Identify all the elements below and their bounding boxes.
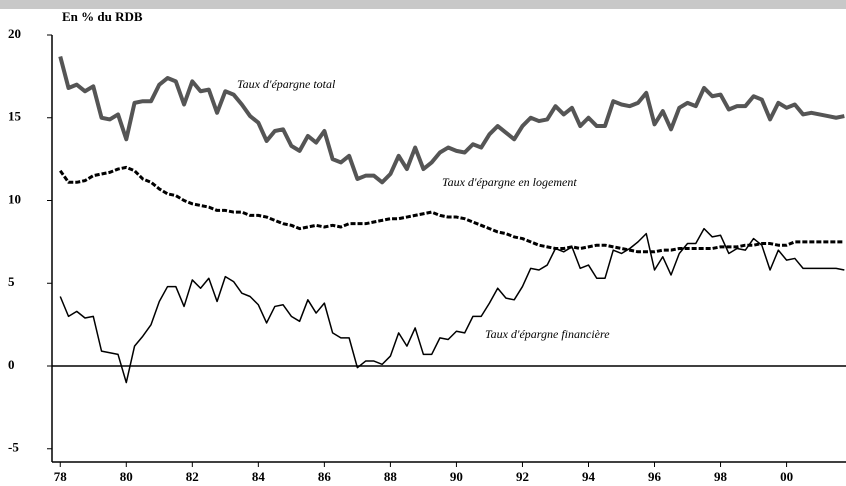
series-annotation: Taux d'épargne en logement [442, 175, 577, 189]
x-tick-label: 98 [714, 469, 728, 484]
y-tick-label: -5 [8, 440, 19, 455]
x-tick-label: 00 [780, 469, 793, 484]
series-line [59, 227, 845, 384]
x-tick-label: 88 [384, 469, 398, 484]
y-axis-label: En % du RDB [62, 9, 143, 24]
series-line [58, 56, 845, 185]
series-annotation: Taux d'épargne financière [485, 327, 610, 341]
x-tick-label: 96 [648, 469, 662, 484]
y-tick-label: 0 [8, 357, 15, 372]
x-tick-label: 84 [252, 469, 266, 484]
series-line [59, 165, 845, 254]
y-tick-label: 10 [8, 191, 21, 206]
y-tick-label: 20 [8, 26, 21, 41]
y-tick-label: 15 [8, 109, 22, 124]
x-tick-label: 92 [516, 469, 529, 484]
x-tick-label: 90 [450, 469, 463, 484]
x-tick-label: 86 [318, 469, 332, 484]
x-tick-label: 82 [186, 469, 199, 484]
y-tick-label: 5 [8, 274, 15, 289]
x-tick-label: 94 [582, 469, 596, 484]
x-tick-label: 80 [120, 469, 133, 484]
title-band [0, 0, 846, 9]
series-annotation: Taux d'épargne total [237, 77, 336, 91]
x-tick-label: 78 [54, 469, 68, 484]
